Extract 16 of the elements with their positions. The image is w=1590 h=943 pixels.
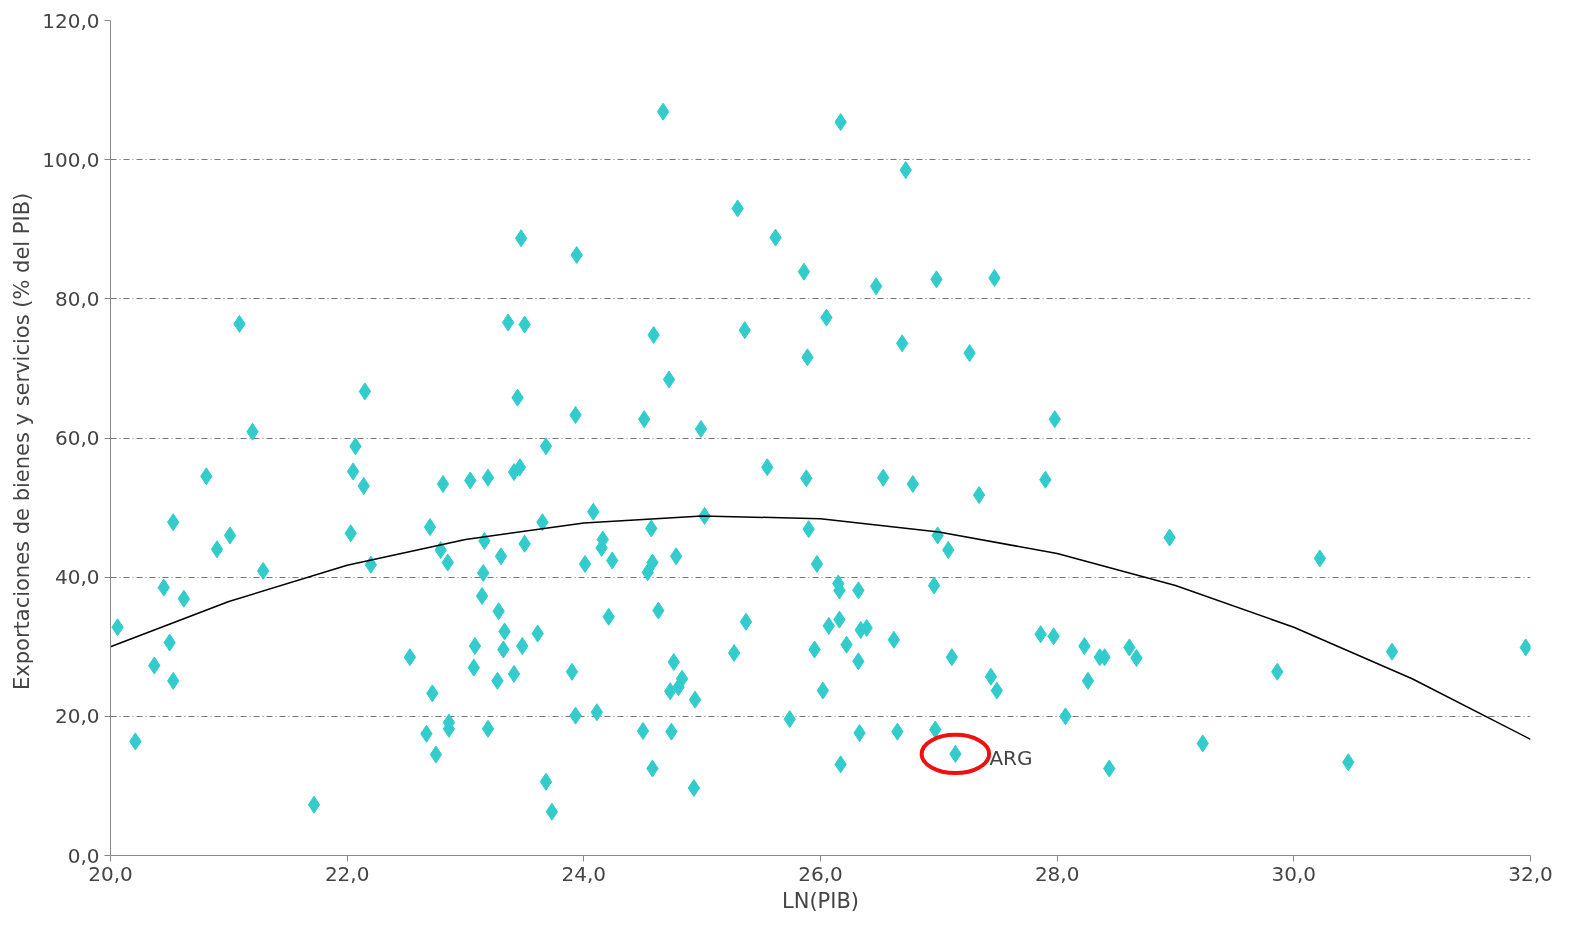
y-tick-label: 120,0	[42, 8, 100, 33]
x-axis-title: LN(PIB)	[781, 888, 860, 913]
y-tick-label: 60,0	[54, 426, 100, 450]
y-tick-label: 40,0	[54, 565, 100, 590]
y-tick-label: 100,0	[42, 147, 100, 172]
y-tick-label: 20,0	[54, 704, 100, 729]
y-axis-title: Exportaciones de bienes y servicios (% del PIB)	[10, 192, 35, 690]
x-tick-label: 28,0	[1034, 861, 1080, 886]
x-tick-label: 32,0	[1508, 861, 1553, 886]
x-tick-label: 30,0	[1271, 861, 1317, 886]
x-tick-label: 22,0	[324, 861, 370, 886]
x-tick-label: 24,0	[561, 861, 607, 886]
annotation: ARG	[989, 745, 1033, 770]
y-tick-label: 80,0	[54, 286, 100, 311]
x-tick-label: 26,0	[798, 861, 843, 886]
y-tick-label: 0,0	[67, 843, 100, 868]
